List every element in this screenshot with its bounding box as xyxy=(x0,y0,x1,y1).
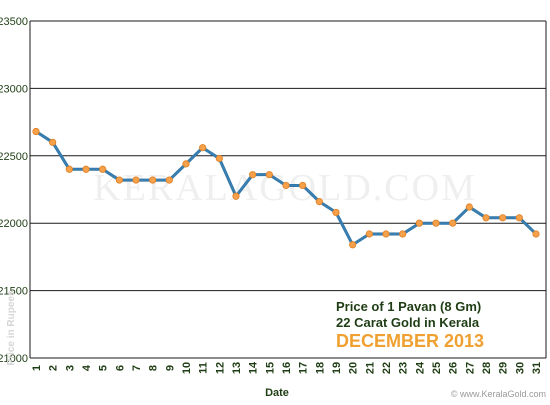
data-point xyxy=(399,230,407,238)
x-tick-label: 13 xyxy=(231,362,243,374)
source-credit: © www.KeralaGold.com xyxy=(451,389,546,399)
data-point xyxy=(215,154,223,163)
annotation-line-2: 22 Carat Gold in Kerala xyxy=(336,315,480,330)
data-point xyxy=(265,171,273,179)
x-tick-label: 23 xyxy=(398,362,410,374)
data-point xyxy=(499,214,507,222)
annotation-month: DECEMBER 2013 xyxy=(336,331,484,351)
x-tick-label: 4 xyxy=(81,364,93,371)
x-tick-label: 9 xyxy=(164,365,176,371)
data-point xyxy=(382,230,390,238)
x-tick-label: 18 xyxy=(314,362,326,374)
x-tick-label: 27 xyxy=(464,362,476,374)
data-point xyxy=(299,181,307,190)
y-tick-label: 22000 xyxy=(0,218,28,230)
data-point xyxy=(249,171,257,179)
data-point xyxy=(199,144,207,152)
x-tick-label: 22 xyxy=(381,362,393,374)
data-point xyxy=(349,241,357,249)
y-tick-label: 21500 xyxy=(0,286,28,298)
x-tick-label: 21 xyxy=(364,362,376,374)
y-tick-label: 23000 xyxy=(0,83,28,95)
data-point xyxy=(315,198,323,206)
annotation-line-1: Price of 1 Pavan (8 Gm) xyxy=(336,299,481,314)
x-tick-labels: 1 2 3 4 5 6 7 8 9 10 11 12 13 14 15 16 17 18 19 20 21 22 23 24 2… xyxy=(31,361,543,374)
x-tick-label: 2 xyxy=(48,365,60,371)
data-point xyxy=(515,214,523,222)
data-point xyxy=(149,176,157,184)
x-tick-label: 7 xyxy=(131,365,143,371)
x-tick-label: 10 xyxy=(181,362,193,374)
x-tick-label: 8 xyxy=(148,365,160,371)
data-point xyxy=(365,230,373,238)
x-tick-label: 3 xyxy=(64,365,76,371)
x-tick-label: 30 xyxy=(514,362,526,374)
x-tick-label: 19 xyxy=(331,362,343,374)
x-tick-label: 24 xyxy=(414,361,426,374)
data-point xyxy=(482,214,490,222)
y-tick-labels: 21000 21500 22000 22500 23000 23500 xyxy=(0,16,28,365)
data-point xyxy=(65,165,73,173)
y-axis-label: Price in Rupees xyxy=(6,290,17,365)
x-tick-label: 28 xyxy=(481,362,493,374)
data-point xyxy=(532,230,540,238)
data-point xyxy=(49,138,57,146)
data-point xyxy=(232,192,240,200)
axes xyxy=(29,21,547,358)
y-tick-label: 22500 xyxy=(0,151,28,163)
x-tick-label: 1 xyxy=(31,365,43,371)
y-tick-label: 21000 xyxy=(0,353,28,365)
data-point xyxy=(165,176,173,184)
x-tick-label: 29 xyxy=(498,362,510,374)
x-tick-label: 26 xyxy=(448,362,460,374)
x-tick-label: 11 xyxy=(198,362,210,374)
x-tick-label: 16 xyxy=(281,362,293,374)
x-tick-label: 6 xyxy=(114,365,126,371)
gridlines xyxy=(30,20,546,359)
data-point xyxy=(449,219,457,227)
data-point xyxy=(182,160,190,168)
data-point xyxy=(415,219,423,227)
x-tick-label: 15 xyxy=(264,362,276,374)
data-point xyxy=(82,165,90,173)
data-point xyxy=(332,208,340,217)
data-point xyxy=(115,176,123,184)
x-tick-label: 31 xyxy=(531,362,543,374)
data-point xyxy=(432,219,440,227)
x-tick-label: 25 xyxy=(431,362,443,374)
y-tick-label: 23500 xyxy=(0,16,28,28)
x-axis-label: Date xyxy=(265,387,289,399)
data-point xyxy=(282,181,290,190)
data-point xyxy=(99,165,107,173)
x-tick-label: 5 xyxy=(98,365,110,371)
x-tick-label: 17 xyxy=(298,362,310,374)
price-series xyxy=(32,127,540,249)
data-point xyxy=(32,127,40,136)
x-tick-label: 12 xyxy=(214,362,226,374)
x-tick-label: 14 xyxy=(248,361,260,374)
data-point xyxy=(132,176,140,184)
data-point xyxy=(465,203,473,211)
x-tick-label: 20 xyxy=(348,362,360,374)
